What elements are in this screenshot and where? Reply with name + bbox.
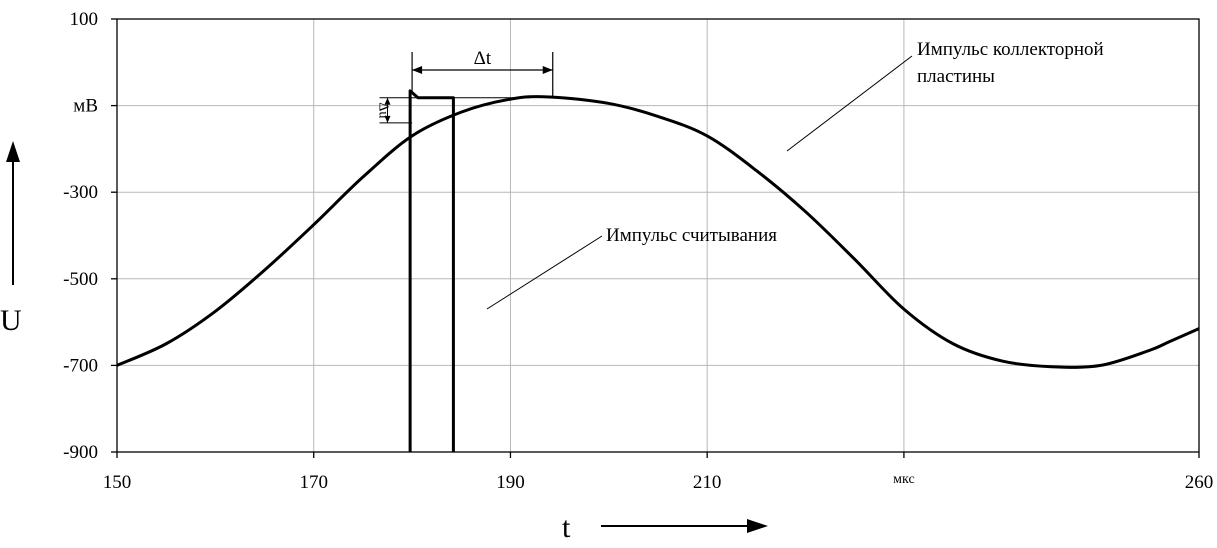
read-label: Импульс считывания	[606, 225, 777, 246]
collector-leader-line	[786, 55, 913, 152]
y-tick-label-3: -500	[63, 269, 98, 290]
annotations: Импульс коллекторной пластины Импульс сч…	[376, 39, 1104, 310]
delta-t-arrowhead-left	[412, 66, 423, 74]
x-tick-label-2: 190	[496, 472, 525, 493]
grid	[117, 19, 1199, 452]
delta-u-label: Δu	[376, 102, 391, 118]
delta-u-arrowhead-bottom	[384, 115, 391, 123]
delta-t-label: Δt	[474, 48, 492, 69]
x-tick-label-1: 170	[299, 472, 328, 493]
plot-frame	[116, 18, 1200, 453]
x-tick-label-0: 150	[103, 472, 132, 493]
x-tick-label-3: 210	[693, 472, 722, 493]
y-tick-label-0: 100	[70, 9, 99, 30]
y-tick-label-4: -700	[63, 355, 98, 376]
y-tick-label-1: мВ	[73, 96, 98, 117]
series-read-pulse	[408, 89, 455, 452]
y-tick-label-5: -900	[63, 442, 98, 463]
read-leader-line	[486, 235, 603, 310]
x-axis-title: t	[562, 511, 571, 544]
x-tick-label-4: мкс	[893, 472, 915, 487]
delta-u-arrowhead-top	[384, 97, 391, 105]
x-tick-label-5: 260	[1185, 472, 1214, 493]
y-axis-arrow	[6, 141, 20, 285]
x-axis-arrow	[601, 519, 768, 533]
y-axis-title: U	[0, 304, 22, 337]
collector-label-line2: пластины	[917, 66, 995, 87]
collector-label-line1: Импульс коллекторной	[917, 39, 1104, 60]
series-group	[116, 89, 1200, 452]
y-tick-label-2: -300	[63, 182, 98, 203]
tick-labels: 150 170 190 210 мкс 260 100 мВ -300 -500 -700 -900	[63, 9, 1213, 493]
series-collector-pulse	[116, 95, 1200, 369]
delta-t-arrowhead-right	[542, 66, 553, 74]
